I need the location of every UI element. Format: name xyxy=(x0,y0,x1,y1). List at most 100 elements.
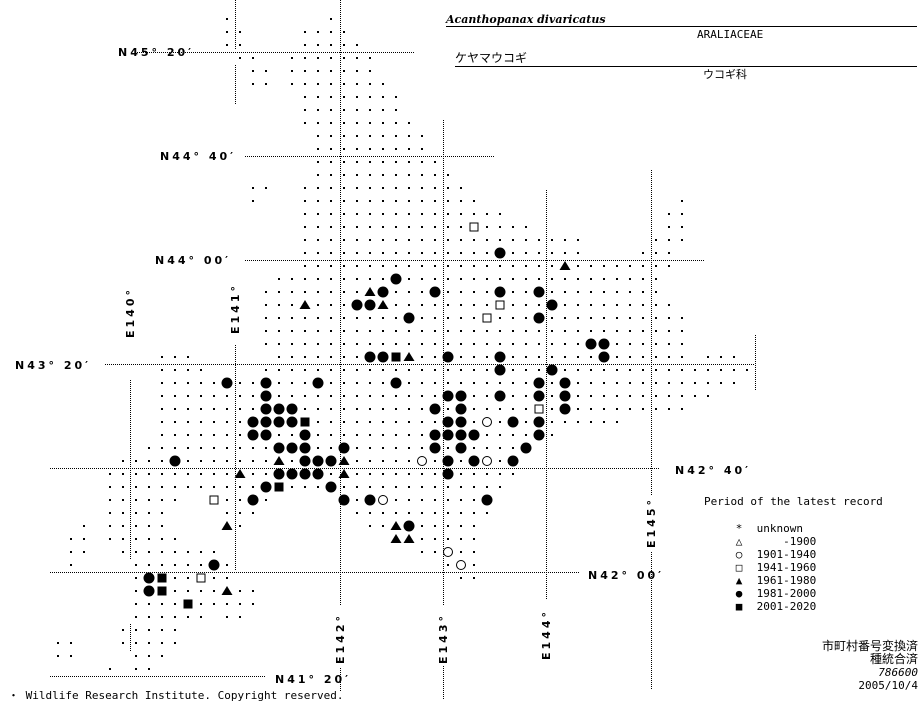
survey-dot xyxy=(512,304,514,306)
survey-dot xyxy=(148,499,150,501)
survey-dot xyxy=(668,317,670,319)
filled-circle-marker xyxy=(442,351,454,363)
survey-dot xyxy=(356,187,358,189)
survey-dot xyxy=(681,330,683,332)
survey-dot xyxy=(369,395,371,397)
asterisk-icon: * xyxy=(735,522,743,535)
survey-dot xyxy=(603,421,605,423)
filled-circle-marker xyxy=(455,403,467,415)
survey-dot xyxy=(564,278,566,280)
survey-dot xyxy=(252,395,254,397)
survey-dot xyxy=(265,291,267,293)
survey-dot xyxy=(434,473,436,475)
survey-dot xyxy=(330,395,332,397)
survey-dot xyxy=(486,486,488,488)
survey-dot xyxy=(421,382,423,384)
survey-dot xyxy=(447,369,449,371)
survey-dot xyxy=(109,473,111,475)
filled-circle-marker xyxy=(247,416,259,428)
survey-dot xyxy=(252,382,254,384)
survey-dot xyxy=(330,122,332,124)
filled-circle-marker xyxy=(494,364,506,376)
survey-dot xyxy=(421,486,423,488)
survey-dot xyxy=(447,447,449,449)
filled-triangle-marker xyxy=(403,534,415,543)
survey-dot xyxy=(447,278,449,280)
survey-dot xyxy=(382,473,384,475)
survey-dot xyxy=(473,447,475,449)
survey-dot xyxy=(343,278,345,280)
survey-dot xyxy=(174,369,176,371)
legend-item-1901-1940: ○ 1901-1940 xyxy=(728,548,817,561)
survey-dot xyxy=(343,213,345,215)
survey-dot xyxy=(590,265,592,267)
survey-dot xyxy=(356,252,358,254)
filled-circle-marker xyxy=(403,520,415,532)
survey-dot xyxy=(408,447,410,449)
survey-dot xyxy=(343,200,345,202)
survey-dot xyxy=(421,525,423,527)
filled-circle-marker xyxy=(273,468,285,480)
survey-dot xyxy=(486,447,488,449)
survey-dot xyxy=(434,239,436,241)
survey-dot xyxy=(252,473,254,475)
survey-dot xyxy=(135,499,137,501)
survey-dot xyxy=(499,473,501,475)
survey-dot xyxy=(304,395,306,397)
legend-label: unknown xyxy=(756,522,803,535)
survey-dot xyxy=(278,291,280,293)
filled-circle-marker xyxy=(494,286,506,298)
survey-dot xyxy=(278,382,280,384)
survey-dot xyxy=(317,421,319,423)
survey-dot xyxy=(460,577,462,579)
survey-dot xyxy=(148,447,150,449)
filled-circle-marker xyxy=(559,377,571,389)
survey-dot xyxy=(525,408,527,410)
survey-dot xyxy=(434,421,436,423)
survey-dot xyxy=(655,265,657,267)
survey-dot xyxy=(187,434,189,436)
survey-dot xyxy=(330,265,332,267)
survey-dot xyxy=(447,486,449,488)
lon-label-141: E141° xyxy=(229,283,242,334)
survey-dot xyxy=(252,460,254,462)
legend-label: 1941-1960 xyxy=(756,561,817,574)
survey-dot xyxy=(200,408,202,410)
filled-circle-marker xyxy=(533,312,545,324)
survey-dot xyxy=(460,330,462,332)
legend-item-1981-2000: ● 1981-2000 xyxy=(728,587,817,600)
survey-dot xyxy=(564,239,566,241)
survey-dot xyxy=(681,239,683,241)
survey-dot xyxy=(369,252,371,254)
survey-dot xyxy=(512,473,514,475)
survey-dot xyxy=(421,447,423,449)
filled-circle-marker xyxy=(442,455,454,467)
survey-dot xyxy=(590,278,592,280)
survey-dot xyxy=(200,551,202,553)
survey-dot xyxy=(525,304,527,306)
survey-dot xyxy=(590,369,592,371)
survey-dot xyxy=(447,252,449,254)
survey-dot xyxy=(304,213,306,215)
survey-dot xyxy=(369,525,371,527)
survey-dot xyxy=(187,564,189,566)
survey-dot xyxy=(317,187,319,189)
survey-dot xyxy=(668,369,670,371)
survey-dot xyxy=(343,421,345,423)
legend-label: 1961-1980 xyxy=(756,574,817,587)
survey-dot xyxy=(538,369,540,371)
survey-dot xyxy=(226,564,228,566)
survey-dot xyxy=(577,239,579,241)
survey-dot xyxy=(356,83,358,85)
survey-dot xyxy=(356,343,358,345)
filled-triangle-marker xyxy=(234,469,246,478)
survey-dot xyxy=(148,668,150,670)
filled-triangle-icon: ▲ xyxy=(735,574,743,587)
survey-dot xyxy=(382,226,384,228)
filled-circle-marker xyxy=(377,286,389,298)
survey-dot xyxy=(356,278,358,280)
lat-label-43-20: N43° 20′ xyxy=(15,359,92,372)
survey-dot xyxy=(161,642,163,644)
survey-dot xyxy=(629,382,631,384)
survey-dot xyxy=(395,343,397,345)
